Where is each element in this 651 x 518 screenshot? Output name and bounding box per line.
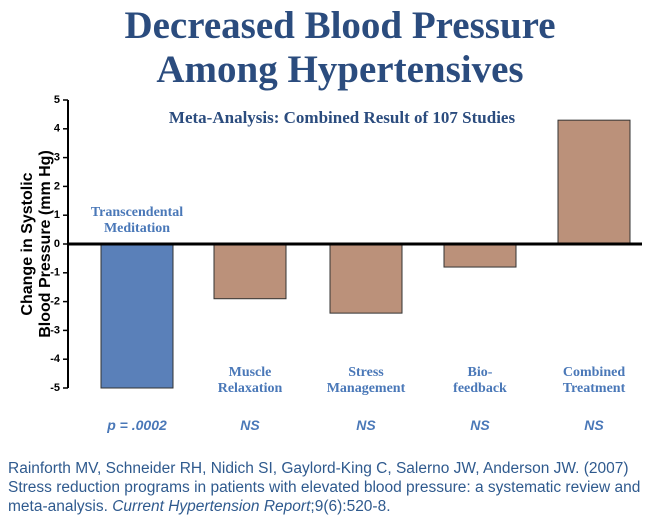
y-tick-label: 1	[54, 209, 60, 221]
y-tick-label: 4	[54, 123, 61, 135]
category-label: Stress	[348, 365, 384, 380]
y-tick-label: -3	[50, 324, 60, 336]
category-label: Transcendental	[91, 205, 183, 220]
y-tick-label: -2	[50, 296, 60, 308]
citation-text: Rainforth MV, Schneider RH, Nidich SI, G…	[8, 460, 641, 515]
annotation: NS	[584, 417, 604, 433]
y-tick-label: -4	[50, 353, 61, 365]
category-label: Bio-	[468, 365, 493, 380]
chart: Decreased Blood Pressure Among Hypertens…	[19, 4, 642, 433]
category-label: Relaxation	[218, 381, 283, 396]
bar	[329, 243, 403, 314]
y-tick-label: 0	[54, 238, 60, 250]
chart-title: Among Hypertensives	[156, 48, 523, 91]
annotation: NS	[470, 417, 490, 433]
citation: Rainforth MV, Schneider RH, Nidich SI, G…	[8, 459, 648, 516]
chart-title: Decreased Blood Pressure	[124, 4, 555, 47]
chart-subtitle: Meta-Analysis: Combined Result of 107 St…	[169, 108, 516, 127]
annotation: NS	[356, 417, 376, 433]
y-tick-label: 5	[54, 94, 60, 106]
category-label: Treatment	[563, 381, 626, 396]
y-tick-label: -1	[50, 267, 60, 279]
category-label: feedback	[453, 381, 507, 396]
category-label: Management	[327, 381, 406, 396]
y-tick-label: -5	[50, 382, 60, 394]
annotation: p = .0002	[106, 417, 167, 433]
bar	[557, 119, 631, 245]
bar	[213, 243, 287, 300]
bar	[100, 243, 174, 389]
y-tick-label: 3	[54, 152, 60, 164]
y-tick-label: 2	[54, 180, 60, 192]
category-label: Combined	[563, 365, 625, 380]
citation-text: ;9(6):520-8.	[310, 498, 391, 515]
annotation: NS	[240, 417, 260, 433]
y-axis-label: Change in Systolic	[19, 172, 36, 315]
y-axis-label: Blood Pressure (mm Hg)	[37, 150, 54, 338]
category-label: Meditation	[104, 221, 170, 236]
citation-journal: Current Hypertension Report	[112, 498, 311, 515]
bar	[443, 243, 517, 268]
category-label: Muscle	[229, 365, 272, 380]
